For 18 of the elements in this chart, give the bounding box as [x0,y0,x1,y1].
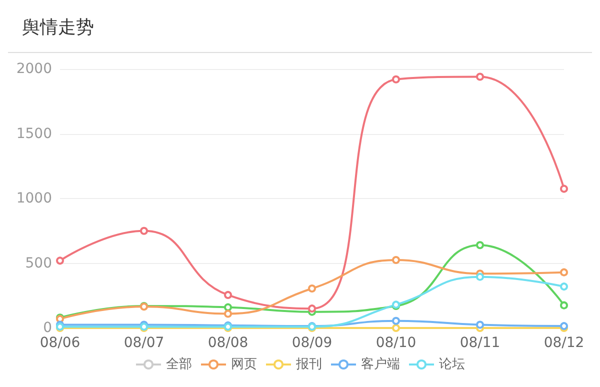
y-tick-label: 1500 [16,126,52,142]
y-tick-label: 2000 [16,61,52,77]
x-tick-label: 08/08 [208,335,248,351]
x-tick-label: 08/12 [544,335,584,351]
legend-label: 论坛 [439,357,465,372]
y-tick-label: 500 [25,255,52,272]
x-tick-label: 08/07 [124,335,164,351]
x-tick-label: 08/09 [292,335,332,351]
x-tick-label: 08/10 [376,335,416,351]
legend-label: 客户端 [361,356,400,372]
y-tick-label: 0 [43,320,52,336]
legend-label: 全部 [166,357,192,372]
legend-label: 网页 [231,357,257,372]
x-tick-label: 08/06 [40,335,80,351]
chart-title: 舆情走势 [8,8,592,53]
legend-label: 报刊 [295,357,322,372]
y-tick-label: 1000 [16,190,52,206]
x-tick-label: 08/11 [460,335,500,351]
